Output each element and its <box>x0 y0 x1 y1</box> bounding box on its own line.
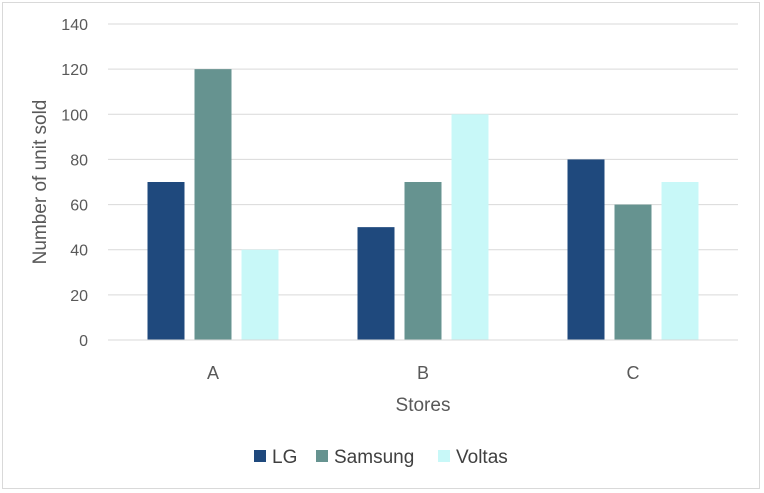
bar-voltas-b <box>451 114 489 341</box>
x-tick-label: B <box>417 363 429 383</box>
y-tick-label: 40 <box>70 243 88 260</box>
bar-samsung-a <box>194 69 232 341</box>
bar-lg-b <box>357 227 395 340</box>
x-axis-ticks: A B C <box>207 363 640 383</box>
legend-label-voltas: Voltas <box>456 447 508 468</box>
y-tick-label: 60 <box>70 198 88 215</box>
y-axis-ticks: 0 20 40 60 80 100 120 140 <box>61 17 88 350</box>
legend-label-lg: LG <box>272 447 297 468</box>
bar-lg-c <box>567 159 605 340</box>
legend: LG Samsung Voltas <box>254 447 508 468</box>
legend-swatch-lg <box>254 450 266 462</box>
bar-lg-a <box>147 182 185 340</box>
y-tick-label: 0 <box>79 333 88 350</box>
x-axis-title: Stores <box>396 395 451 416</box>
x-tick-label: C <box>627 363 640 383</box>
bars <box>147 69 699 341</box>
bar-voltas-a <box>241 249 279 340</box>
legend-label-samsung: Samsung <box>334 447 414 468</box>
bar-samsung-c <box>614 204 652 340</box>
legend-swatch-voltas <box>438 450 450 462</box>
y-tick-label: 140 <box>61 17 88 34</box>
y-tick-label: 100 <box>61 107 88 124</box>
y-tick-label: 20 <box>70 288 88 305</box>
legend-swatch-samsung <box>316 450 328 462</box>
y-axis-title: Number of unit sold <box>30 100 51 265</box>
x-tick-label: A <box>207 363 219 383</box>
bar-samsung-b <box>404 182 442 340</box>
y-tick-label: 120 <box>61 62 88 79</box>
y-tick-label: 80 <box>70 152 88 169</box>
bar-voltas-c <box>661 182 699 340</box>
